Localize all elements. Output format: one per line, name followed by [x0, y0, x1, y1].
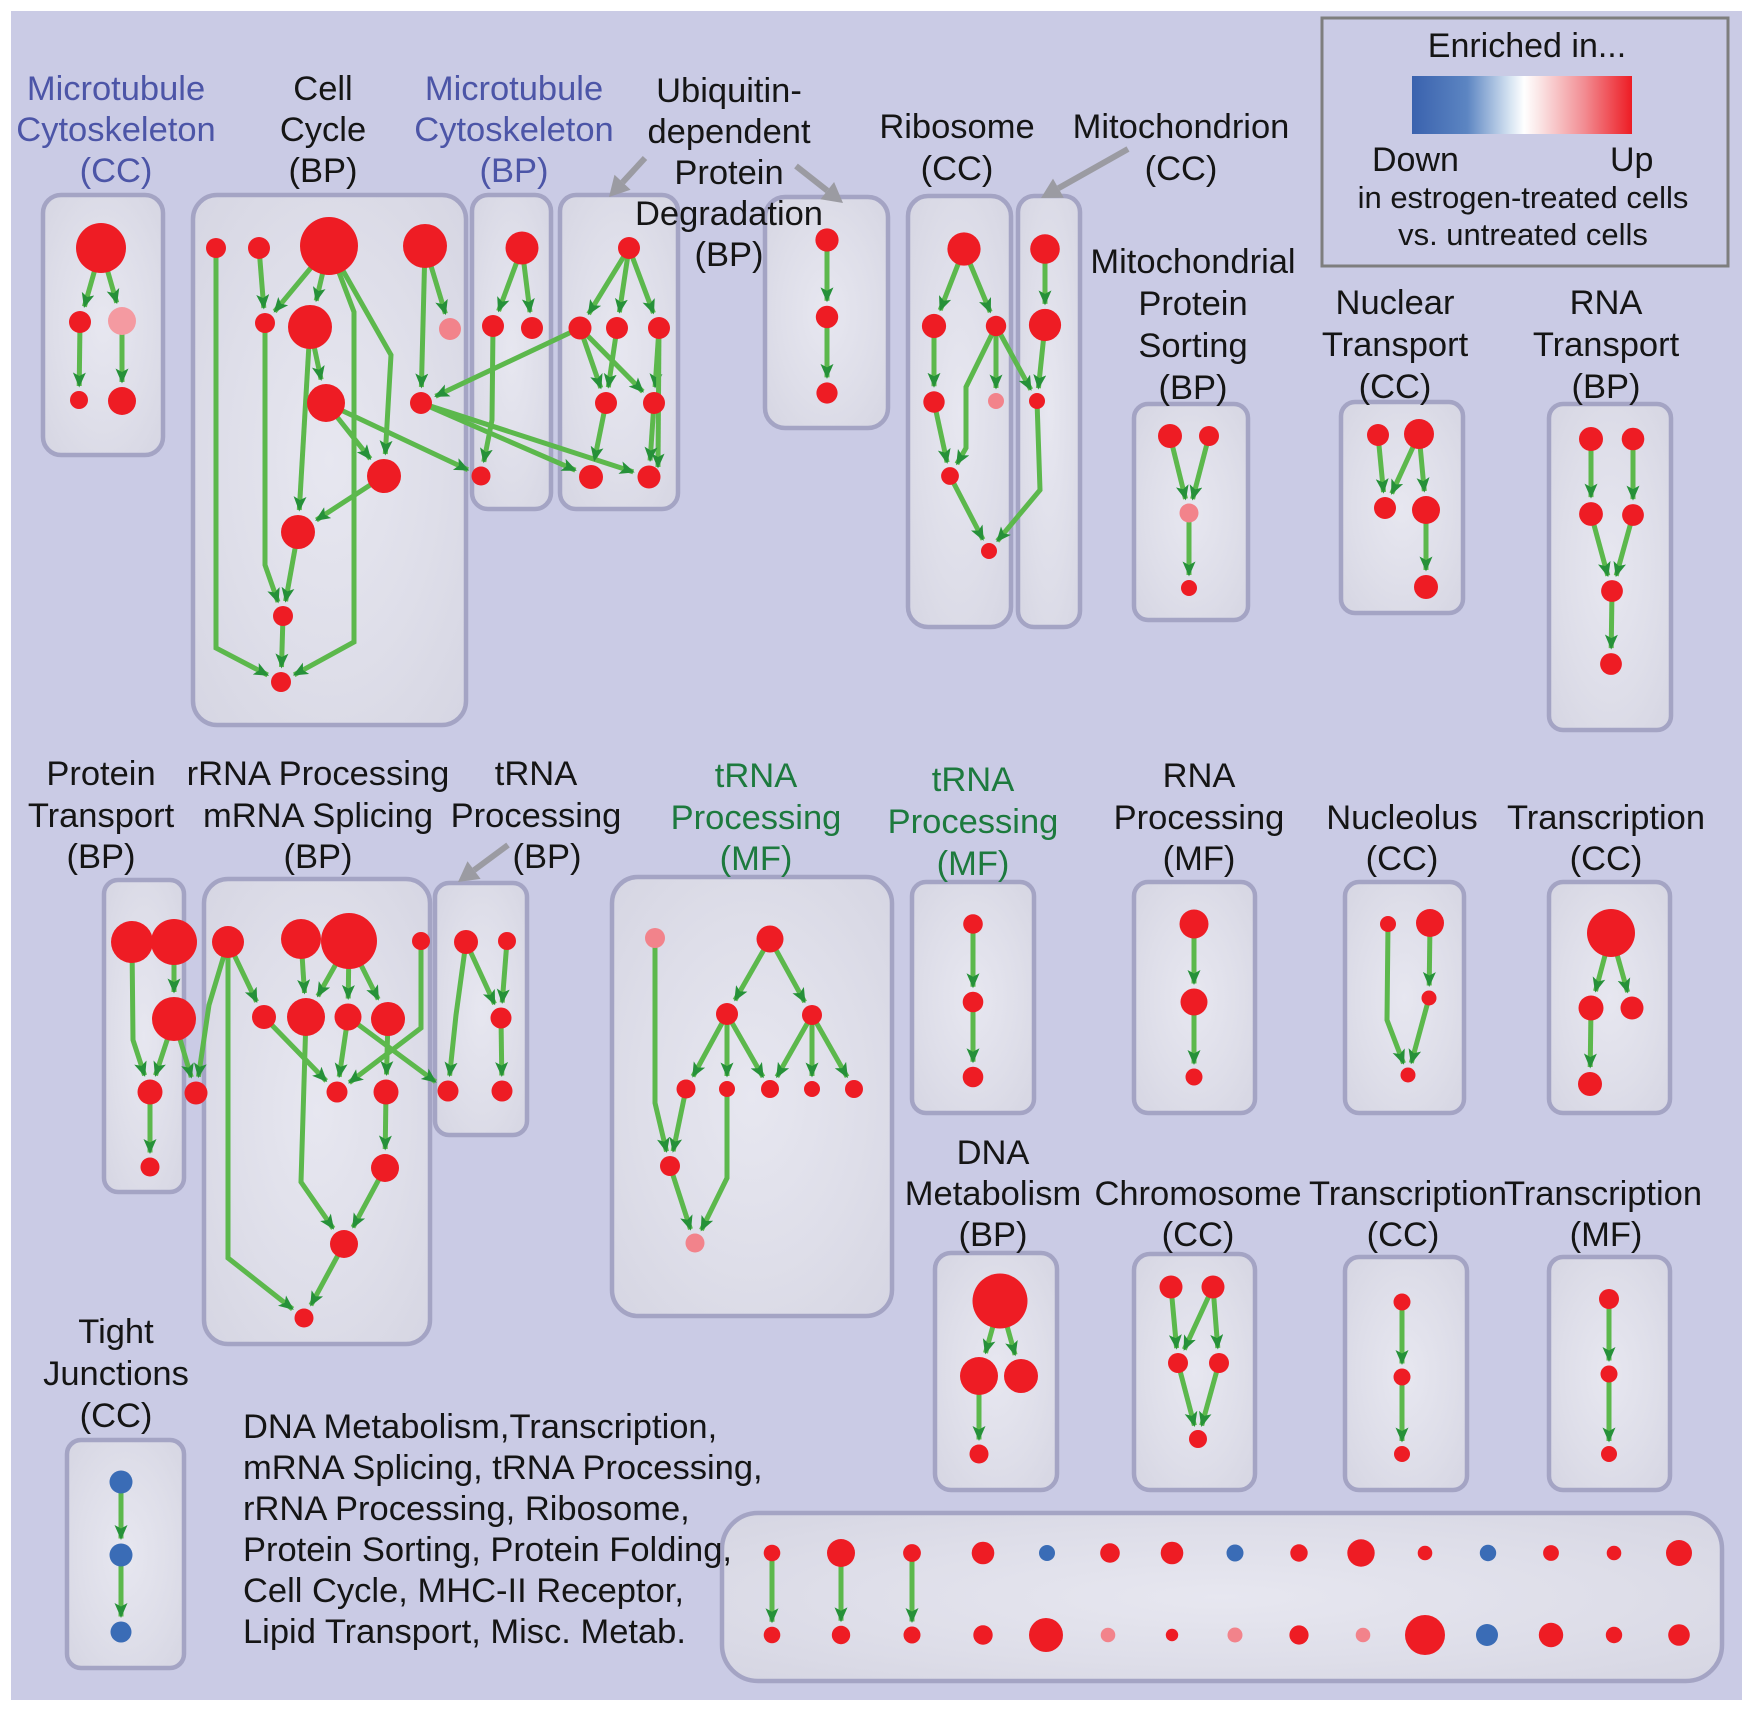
svg-text:rRNA Processing: rRNA Processing: [187, 755, 450, 793]
svg-text:Protein: Protein: [46, 755, 155, 793]
svg-text:Transport: Transport: [1322, 326, 1469, 364]
svg-text:Ubiquitin-: Ubiquitin-: [656, 72, 802, 110]
svg-text:Transport: Transport: [28, 797, 175, 835]
svg-text:Microtubule: Microtubule: [425, 70, 603, 108]
svg-text:Junctions: Junctions: [43, 1355, 189, 1393]
svg-text:Protein Sorting, Protein Foldi: Protein Sorting, Protein Folding,: [243, 1531, 732, 1569]
svg-text:Mitochondrion: Mitochondrion: [1073, 108, 1290, 146]
svg-text:tRNA: tRNA: [495, 755, 577, 793]
svg-text:Down: Down: [1372, 141, 1459, 179]
svg-text:(BP): (BP): [513, 838, 582, 876]
svg-text:Processing: Processing: [451, 797, 622, 835]
svg-text:(MF): (MF): [720, 840, 793, 878]
svg-text:Transcription: Transcription: [1309, 1175, 1507, 1213]
svg-text:(BP): (BP): [695, 236, 764, 274]
svg-text:Metabolism: Metabolism: [905, 1175, 1081, 1213]
svg-text:RNA: RNA: [1570, 284, 1643, 322]
svg-text:(CC): (CC): [921, 150, 994, 188]
svg-text:Transport: Transport: [1533, 326, 1680, 364]
svg-text:Nucleolus: Nucleolus: [1326, 799, 1478, 837]
svg-text:Transcription: Transcription: [1504, 1175, 1702, 1213]
svg-text:RNA: RNA: [1163, 757, 1236, 795]
svg-text:Nuclear: Nuclear: [1336, 284, 1455, 322]
svg-text:Lipid Transport, Misc. Metab.: Lipid Transport, Misc. Metab.: [243, 1613, 686, 1651]
svg-text:(CC): (CC): [1367, 1216, 1440, 1254]
svg-text:Enriched in...: Enriched in...: [1428, 27, 1626, 65]
svg-text:rRNA Processing, Ribosome,: rRNA Processing, Ribosome,: [243, 1490, 690, 1528]
svg-text:(CC): (CC): [1162, 1216, 1235, 1254]
svg-text:(CC): (CC): [1366, 840, 1439, 878]
svg-text:Mitochondrial: Mitochondrial: [1090, 243, 1295, 281]
svg-text:Degradation: Degradation: [635, 195, 823, 233]
svg-text:mRNA Splicing: mRNA Splicing: [203, 797, 433, 835]
svg-text:Up: Up: [1610, 141, 1653, 179]
svg-text:(BP): (BP): [289, 152, 358, 190]
svg-text:Processing: Processing: [671, 799, 842, 837]
svg-text:Protein: Protein: [674, 154, 783, 192]
svg-text:(BP): (BP): [67, 838, 136, 876]
svg-text:(CC): (CC): [1359, 368, 1432, 406]
svg-text:(MF): (MF): [1570, 1216, 1643, 1254]
svg-text:(BP): (BP): [480, 152, 549, 190]
svg-text:Tight: Tight: [78, 1313, 154, 1351]
svg-text:tRNA: tRNA: [932, 761, 1014, 799]
svg-text:(CC): (CC): [1570, 840, 1643, 878]
svg-text:Processing: Processing: [1114, 799, 1285, 837]
svg-text:Cytoskeleton: Cytoskeleton: [16, 111, 215, 149]
svg-text:DNA: DNA: [957, 1134, 1030, 1172]
svg-text:(MF): (MF): [1163, 840, 1236, 878]
svg-text:(MF): (MF): [937, 845, 1010, 883]
svg-text:Protein: Protein: [1138, 285, 1247, 323]
svg-text:Chromosome: Chromosome: [1094, 1175, 1301, 1213]
svg-text:vs. untreated cells: vs. untreated cells: [1398, 217, 1648, 252]
svg-text:Cell Cycle, MHC-II Receptor,: Cell Cycle, MHC-II Receptor,: [243, 1572, 684, 1610]
svg-text:mRNA Splicing, tRNA Processing: mRNA Splicing, tRNA Processing,: [243, 1449, 763, 1487]
svg-text:Transcription: Transcription: [1507, 799, 1705, 837]
svg-text:(BP): (BP): [1159, 369, 1228, 407]
svg-text:(CC): (CC): [80, 152, 153, 190]
svg-text:dependent: dependent: [647, 113, 810, 151]
svg-text:Ribosome: Ribosome: [879, 108, 1034, 146]
svg-text:Processing: Processing: [888, 803, 1059, 841]
svg-text:(BP): (BP): [959, 1216, 1028, 1254]
svg-text:Cytoskeleton: Cytoskeleton: [414, 111, 613, 149]
svg-text:tRNA: tRNA: [715, 757, 797, 795]
svg-text:(CC): (CC): [80, 1397, 153, 1435]
svg-text:Cell: Cell: [293, 70, 352, 108]
svg-text:DNA Metabolism,Transcription,: DNA Metabolism,Transcription,: [243, 1408, 717, 1446]
svg-text:Sorting: Sorting: [1138, 327, 1247, 365]
svg-text:(BP): (BP): [284, 838, 353, 876]
svg-text:in estrogen-treated cells: in estrogen-treated cells: [1358, 180, 1689, 215]
svg-text:(BP): (BP): [1572, 368, 1641, 406]
svg-text:(CC): (CC): [1145, 150, 1218, 188]
svg-text:Cycle: Cycle: [280, 111, 366, 149]
svg-text:Microtubule: Microtubule: [27, 70, 205, 108]
